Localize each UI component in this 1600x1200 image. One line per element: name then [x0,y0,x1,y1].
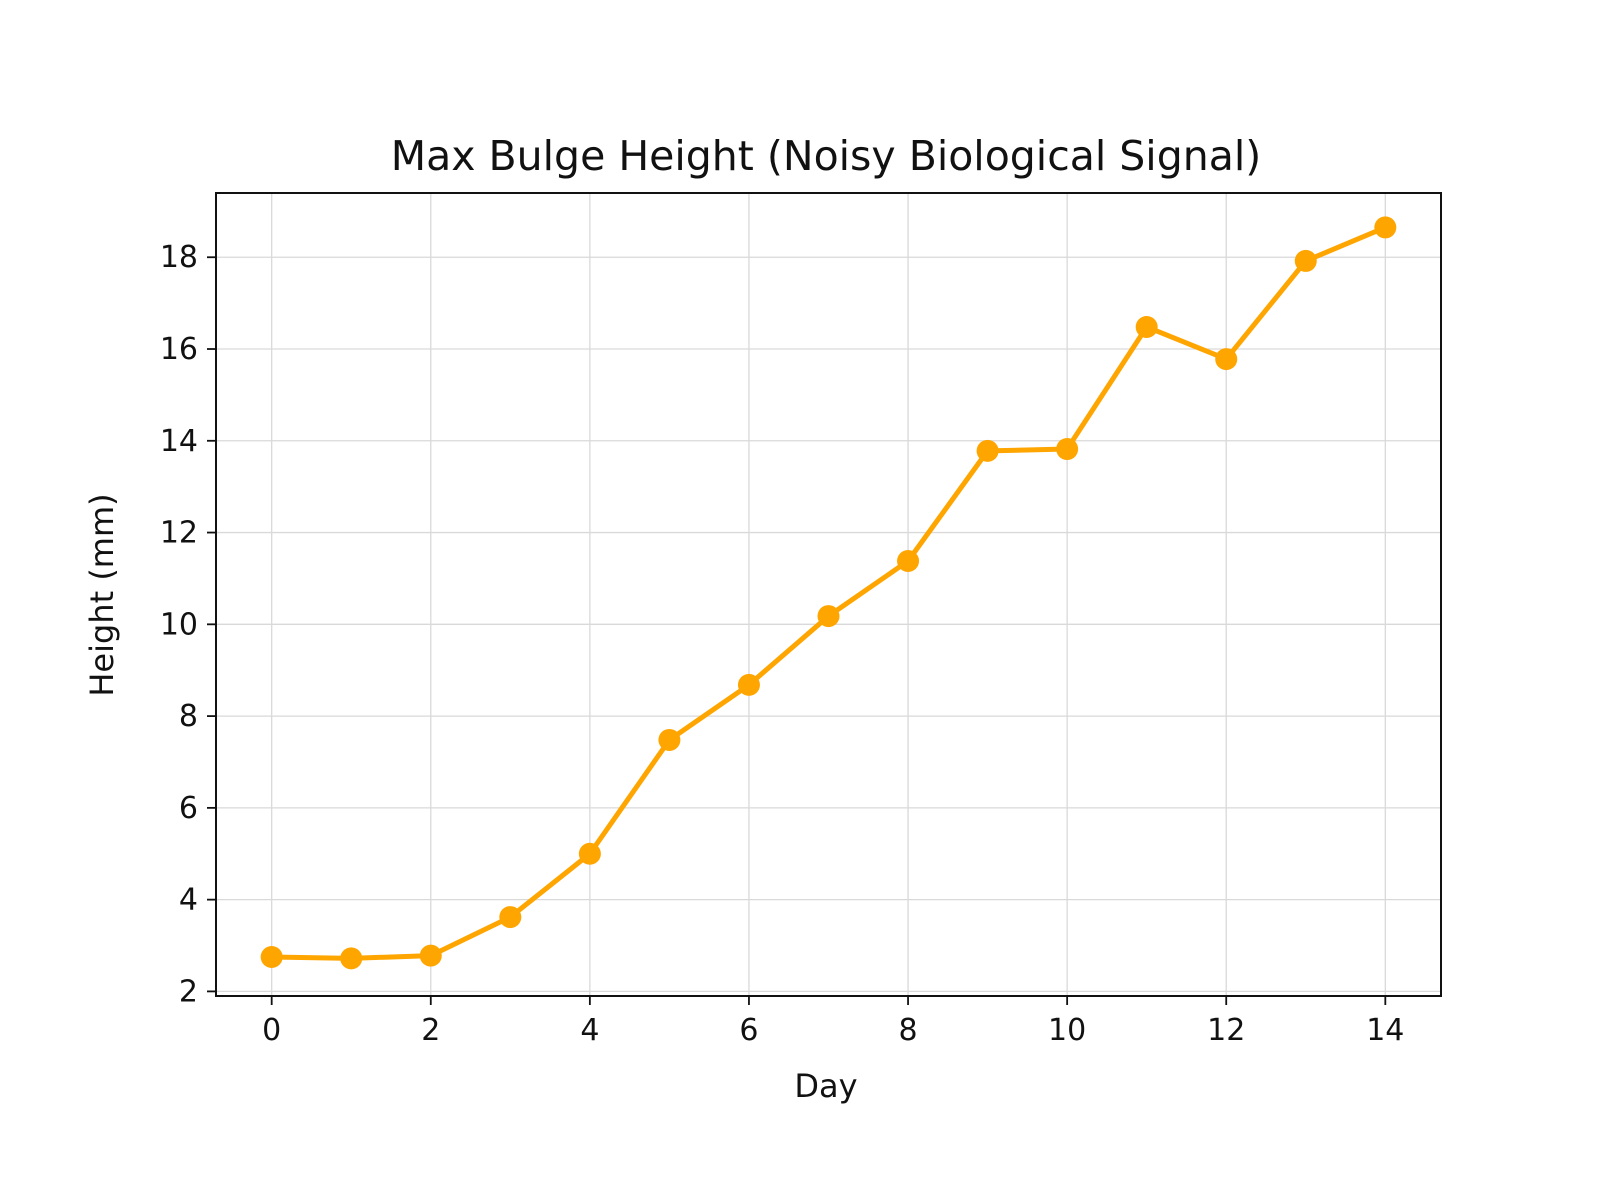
chart-title: Max Bulge Height (Noisy Biological Signa… [391,132,1261,180]
x-tick-label: 4 [580,1013,599,1048]
data-point [419,944,442,967]
y-tick-label: 18 [160,240,198,275]
data-point [578,842,601,865]
data-point [658,728,681,751]
x-tick-label: 8 [898,1013,917,1048]
y-tick-label: 12 [160,516,198,551]
data-point [499,906,522,929]
data-point [737,673,760,696]
grid-lines [216,193,1441,996]
y-axis-label: Height (mm) [83,493,121,696]
data-point [1294,249,1317,272]
plot-area-frame [215,192,1442,997]
x-tick-label: 0 [262,1013,281,1048]
x-tick-label: 2 [421,1013,440,1048]
data-point [1056,438,1079,461]
x-axis-ticks: 0 2 4 6 8 10 12 14 [262,996,1404,1048]
data-point [897,550,920,573]
data-point [260,945,283,968]
data-point [817,605,840,628]
x-axis-label: Day [794,1067,857,1105]
x-tick-label: 14 [1366,1013,1404,1048]
y-tick-label: 10 [160,607,198,642]
y-tick-label: 6 [179,791,198,826]
x-tick-label: 10 [1048,1013,1086,1048]
y-axis-ticks: 2 4 6 8 10 12 14 16 18 [160,240,216,1009]
y-tick-label: 2 [179,974,198,1009]
data-point [1374,216,1397,239]
data-point [1215,348,1238,371]
y-tick-label: 8 [179,699,198,734]
x-tick-label: 12 [1207,1013,1245,1048]
data-point [340,947,363,970]
series-line [269,224,1388,961]
x-tick-label: 6 [739,1013,758,1048]
y-tick-label: 14 [160,424,198,459]
y-tick-label: 16 [160,332,198,367]
data-series [260,216,1397,970]
data-point [1135,315,1158,338]
y-tick-label: 4 [179,883,198,918]
data-point [976,439,999,462]
